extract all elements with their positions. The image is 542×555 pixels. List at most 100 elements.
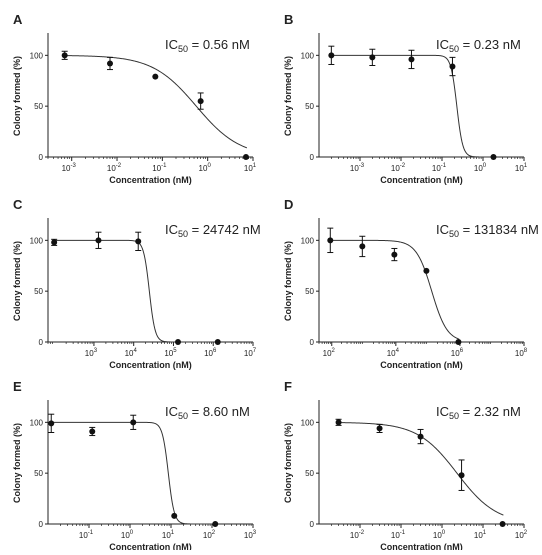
x-tick-label: 104 — [125, 348, 138, 358]
chart-panel-e: E 0 50 100 10-1 100 101 102 103 Concentration (nM… — [12, 379, 257, 552]
fit-curve — [328, 239, 460, 340]
y-tick-label: 100 — [30, 236, 44, 245]
x-tick-label: 106 — [451, 348, 464, 358]
x-tick-label: 101 — [515, 163, 528, 173]
panel-label: B — [284, 12, 293, 27]
x-tick-label: 100 — [433, 530, 446, 540]
x-tick-label: 105 — [164, 348, 177, 358]
y-tick-label: 100 — [301, 418, 315, 427]
x-tick-label: 102 — [203, 530, 216, 540]
x-tick-label: 10-3 — [350, 163, 365, 173]
y-tick-label: 50 — [305, 102, 314, 111]
y-tick-label: 100 — [30, 418, 44, 427]
x-tick-label: 103 — [85, 348, 98, 358]
data-point — [61, 52, 68, 59]
data-point — [335, 419, 342, 426]
y-tick-label: 50 — [34, 469, 43, 478]
data-point — [499, 521, 506, 527]
fit-curve — [329, 54, 495, 158]
data-point — [423, 267, 430, 274]
panel-label: A — [13, 12, 23, 27]
panel-label: F — [284, 379, 292, 394]
fit-curve — [49, 421, 217, 525]
x-tick-label: 100 — [121, 530, 134, 540]
x-tick-label: 10-3 — [62, 163, 77, 173]
ic50-annotation: IC50 = 131834 nM — [436, 222, 539, 239]
y-tick-label: 100 — [30, 51, 44, 60]
ic50-annotation: IC50 = 0.23 nM — [436, 37, 521, 54]
data-point — [391, 251, 398, 258]
y-tick-label: 0 — [310, 153, 315, 162]
y-tick-label: 50 — [305, 287, 314, 296]
x-tick-label: 107 — [244, 348, 257, 358]
data-point — [152, 73, 159, 80]
data-point — [214, 339, 221, 345]
y-axis-label: Colony formed (%) — [12, 241, 22, 321]
data-point — [369, 54, 376, 61]
y-tick-label: 50 — [34, 102, 43, 111]
x-tick-label: 102 — [323, 348, 336, 358]
data-point — [408, 56, 415, 63]
y-tick-label: 50 — [34, 287, 43, 296]
chart-panel-a: A 0 50 100 10-3 10-2 10-1 100 101 Concentration (… — [12, 12, 257, 185]
y-axis-label: Colony formed (%) — [283, 423, 293, 503]
data-point — [95, 237, 102, 244]
data-point — [458, 472, 465, 479]
x-tick-label: 103 — [244, 530, 257, 540]
x-axis-label: Concentration (nM) — [380, 175, 463, 185]
data-point — [48, 420, 55, 427]
fit-curve — [62, 55, 248, 149]
x-tick-label: 10-2 — [107, 163, 122, 173]
data-point — [242, 154, 249, 160]
y-tick-label: 0 — [310, 520, 315, 529]
x-tick-label: 10-1 — [432, 163, 447, 173]
x-tick-label: 106 — [204, 348, 217, 358]
x-tick-label: 100 — [199, 163, 212, 173]
chart-panel-d: D 0 50 100 102 104 106 108 Concentration (nM) Col… — [283, 197, 539, 370]
data-point — [51, 239, 58, 246]
data-point — [135, 238, 142, 245]
x-tick-label: 10-1 — [79, 530, 94, 540]
panel-label: E — [13, 379, 22, 394]
x-axis-label: Concentration (nM) — [380, 360, 463, 370]
data-point — [376, 425, 383, 432]
y-tick-label: 100 — [301, 236, 315, 245]
chart-panel-f: F 0 50 100 10-2 10-1 100 101 102 Concentration (n… — [283, 379, 528, 552]
x-tick-label: 104 — [387, 348, 400, 358]
x-tick-label: 101 — [244, 163, 257, 173]
y-tick-label: 50 — [305, 469, 314, 478]
y-axis-label: Colony formed (%) — [12, 56, 22, 136]
x-tick-label: 101 — [162, 530, 175, 540]
data-point — [130, 419, 137, 426]
chart-panel-c: C 0 50 100 103 104 105 106 107 Concentration (nM)… — [12, 197, 261, 370]
fit-curve — [52, 239, 219, 343]
y-axis-label: Colony formed (%) — [12, 423, 22, 503]
ic50-annotation: IC50 = 8.60 nM — [165, 404, 250, 421]
data-point — [107, 60, 114, 67]
data-point — [449, 63, 456, 70]
y-tick-label: 100 — [301, 51, 315, 60]
x-axis-label: Concentration (nM) — [109, 175, 192, 185]
panel-label: C — [13, 197, 23, 212]
x-tick-label: 100 — [474, 163, 487, 173]
ic50-annotation: IC50 = 0.56 nM — [165, 37, 250, 54]
x-tick-label: 102 — [515, 530, 528, 540]
data-point — [455, 339, 462, 345]
chart-panel-b: B 0 50 100 10-3 10-2 10-1 100 101 Concentration (… — [283, 12, 528, 185]
data-point — [89, 428, 96, 435]
data-point — [490, 154, 497, 160]
y-tick-label: 0 — [39, 520, 44, 529]
data-point — [359, 243, 366, 250]
y-tick-label: 0 — [39, 153, 44, 162]
x-tick-label: 10-2 — [391, 163, 406, 173]
x-axis-label: Concentration (nM) — [380, 542, 463, 550]
x-axis-label: Concentration (nM) — [109, 542, 192, 550]
data-point — [328, 52, 335, 59]
y-axis-label: Colony formed (%) — [283, 56, 293, 136]
y-tick-label: 0 — [310, 338, 315, 347]
data-point — [171, 512, 178, 519]
data-point — [417, 433, 424, 440]
x-tick-label: 108 — [515, 348, 528, 358]
